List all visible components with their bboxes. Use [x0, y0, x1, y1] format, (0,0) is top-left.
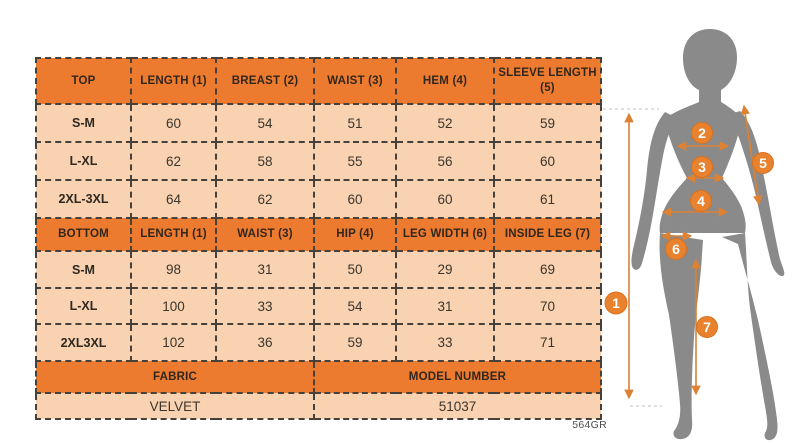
measure-cell: 60	[395, 179, 495, 219]
measure-cell: 70	[493, 287, 602, 325]
badge-7-label: 7	[703, 319, 711, 335]
info-header-row: FABRIC MODEL NUMBER	[35, 360, 602, 394]
badge-2-label: 2	[698, 125, 706, 141]
badge-1-label: 1	[612, 295, 620, 311]
top-header-cell: SLEEVE LENGTH (5)	[493, 57, 602, 105]
badge-4: 4	[690, 190, 712, 212]
measure-cell: 54	[313, 287, 397, 325]
model-number-value-cell: 51037	[313, 392, 602, 420]
measure-cell: 51	[313, 103, 397, 143]
badge-3: 3	[691, 156, 713, 178]
measure-cell: 60	[130, 103, 217, 143]
top-header-cell: LENGTH (1)	[130, 57, 217, 105]
measure-cell: 58	[215, 141, 315, 181]
info-value-row: VELVET 51037	[35, 392, 602, 420]
bottom-header-cell: HIP (4)	[313, 217, 397, 252]
measure-cell: 33	[395, 323, 495, 362]
measure-cell: 64	[130, 179, 217, 219]
bottom-size-row: 2XL3XL 102 36 59 33 71	[35, 323, 602, 362]
measure-cell: 102	[130, 323, 217, 362]
woman-silhouette	[631, 29, 785, 441]
top-size-row: L-XL 62 58 55 56 60	[35, 141, 602, 181]
bottom-header-cell: WAIST (3)	[215, 217, 315, 252]
badge-1: 1	[604, 291, 628, 315]
measure-cell: 36	[215, 323, 315, 362]
silhouette-right-leg	[722, 233, 778, 441]
badge-7: 7	[696, 316, 718, 338]
measure-cell: 55	[313, 141, 397, 181]
size-label: 2XL-3XL	[35, 179, 132, 219]
size-label: S-M	[35, 103, 132, 143]
badge-4-label: 4	[697, 193, 705, 209]
arrow-sleeve	[740, 104, 763, 206]
badge-6: 6	[665, 238, 687, 260]
silhouette-head	[683, 29, 737, 104]
top-size-row: 2XL-3XL 64 62 60 60 61	[35, 179, 602, 219]
top-header-cell: WAIST (3)	[313, 57, 397, 105]
size-label: 2XL3XL	[35, 323, 132, 362]
measure-cell: 59	[313, 323, 397, 362]
measure-cell: 62	[130, 141, 217, 181]
size-label: S-M	[35, 250, 132, 289]
measure-cell: 60	[313, 179, 397, 219]
measure-cell: 69	[493, 250, 602, 289]
top-header-row: TOP LENGTH (1) BREAST (2) WAIST (3) HEM …	[35, 57, 602, 105]
measure-cell: 98	[130, 250, 217, 289]
bottom-header-cell: BOTTOM	[35, 217, 132, 252]
measure-cell: 56	[395, 141, 495, 181]
measure-cell: 62	[215, 179, 315, 219]
top-size-row: S-M 60 54 51 52 59	[35, 103, 602, 143]
bottom-size-row: S-M 98 31 50 29 69	[35, 250, 602, 289]
top-header-cell: TOP	[35, 57, 132, 105]
size-chart-table: TOP LENGTH (1) BREAST (2) WAIST (3) HEM …	[35, 57, 602, 420]
fabric-value-cell: VELVET	[35, 392, 315, 420]
badge-3-label: 3	[698, 159, 706, 175]
measure-cell: 100	[130, 287, 217, 325]
measure-cell: 61	[493, 179, 602, 219]
style-code-text: 564GR	[572, 419, 607, 431]
size-label: L-XL	[35, 141, 132, 181]
model-number-header-cell: MODEL NUMBER	[313, 360, 602, 394]
badge-2: 2	[691, 122, 713, 144]
badge-6-label: 6	[672, 241, 680, 257]
measure-cell: 33	[215, 287, 315, 325]
top-header-cell: HEM (4)	[395, 57, 495, 105]
badge-5-label: 5	[759, 155, 767, 171]
bottom-header-cell: LENGTH (1)	[130, 217, 217, 252]
measure-cell: 59	[493, 103, 602, 143]
measure-cell: 71	[493, 323, 602, 362]
size-label: L-XL	[35, 287, 132, 325]
measure-cell: 52	[395, 103, 495, 143]
bottom-header-row: BOTTOM LENGTH (1) WAIST (3) HIP (4) LEG …	[35, 217, 602, 252]
measure-cell: 50	[313, 250, 397, 289]
measure-cell: 54	[215, 103, 315, 143]
measure-cell: 31	[395, 287, 495, 325]
measure-cell: 60	[493, 141, 602, 181]
bottom-header-cell: LEG WIDTH (6)	[395, 217, 495, 252]
bottom-size-row: L-XL 100 33 54 31 70	[35, 287, 602, 325]
fabric-header-cell: FABRIC	[35, 360, 315, 394]
badge-5: 5	[752, 152, 774, 174]
bottom-header-cell: INSIDE LEG (7)	[493, 217, 602, 252]
top-header-cell: BREAST (2)	[215, 57, 315, 105]
measure-cell: 31	[215, 250, 315, 289]
measure-cell: 29	[395, 250, 495, 289]
silhouette-left-arm	[631, 112, 677, 270]
measurement-figure: 1 2 3 4 5 6 7	[603, 29, 785, 441]
